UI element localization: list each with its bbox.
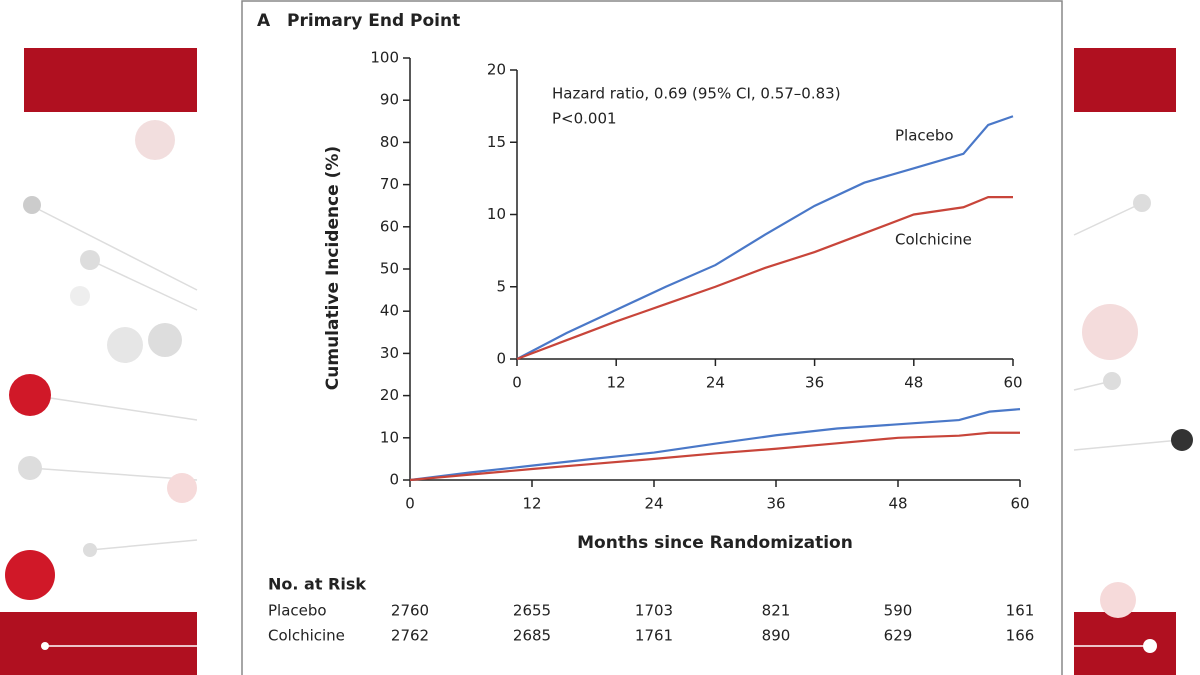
series-line [516,115,1014,360]
y-tick-label: 60 [380,217,399,235]
risk-value: 890 [762,627,791,645]
x-tick-label: 48 [888,495,907,513]
x-tick-label: 24 [706,374,725,392]
y-tick-label: 5 [496,277,506,295]
risk-row-name: Placebo [268,602,327,620]
deco-dot [1143,639,1157,653]
x-tick-label: 12 [522,495,541,513]
y-tick-label: 50 [380,260,399,278]
risk-value: 161 [1006,602,1035,620]
y-tick-label: 20 [487,61,506,79]
risk-value: 2685 [513,627,551,645]
x-tick-label: 0 [512,374,522,392]
risk-value: 2760 [391,602,429,620]
red-block [24,48,197,112]
chart-title: Primary End Point [287,11,460,31]
risk-value: 1761 [635,627,673,645]
x-tick-label: 36 [766,495,785,513]
series-label: Colchicine [895,231,972,249]
x-tick-label: 60 [1010,495,1029,513]
series-line [516,196,1013,361]
y-axis-label: Cumulative Incidence (%) [323,146,343,390]
x-tick-label: 24 [644,495,663,513]
y-tick-label: 100 [370,49,399,67]
y-tick-label: 20 [380,386,399,404]
decoration [0,48,1193,675]
risk-value: 590 [884,602,913,620]
x-tick-label: 0 [405,495,415,513]
red-block [1074,48,1176,112]
series-line [409,431,1020,482]
series-line [409,408,1021,482]
red-block [0,612,197,675]
y-tick-label: 70 [380,175,399,193]
y-tick-label: 40 [380,302,399,320]
y-tick-label: 0 [389,471,399,489]
molecule-balls [5,120,1193,618]
y-tick-label: 90 [380,91,399,109]
y-tick-label: 80 [380,133,399,151]
risk-table-title: No. at Risk [268,575,366,594]
y-tick-label: 15 [487,133,506,151]
annotation: P<0.001 [552,110,617,128]
annotation: Hazard ratio, 0.69 (95% CI, 0.57–0.83) [552,85,841,103]
y-tick-label: 10 [380,428,399,446]
risk-value: 2762 [391,627,429,645]
series-label: Placebo [895,127,954,145]
red-block [1074,612,1176,675]
risk-value: 821 [762,602,791,620]
x-tick-label: 12 [607,374,626,392]
molecule-lines [29,202,1181,551]
x-tick-label: 60 [1003,374,1022,392]
deco-dot [41,642,49,650]
risk-row-name: Colchicine [268,627,345,645]
risk-value: 1703 [635,602,673,620]
x-tick-label: 36 [805,374,824,392]
y-tick-label: 10 [487,205,506,223]
y-tick-label: 0 [496,350,506,368]
panel-letter: A [257,11,271,31]
figure-panel [241,0,1063,675]
y-tick-label: 30 [380,344,399,362]
x-tick-label: 48 [904,374,923,392]
risk-value: 2655 [513,602,551,620]
x-axis-label: Months since Randomization [577,533,853,553]
risk-value: 166 [1006,627,1035,645]
risk-value: 629 [884,627,913,645]
